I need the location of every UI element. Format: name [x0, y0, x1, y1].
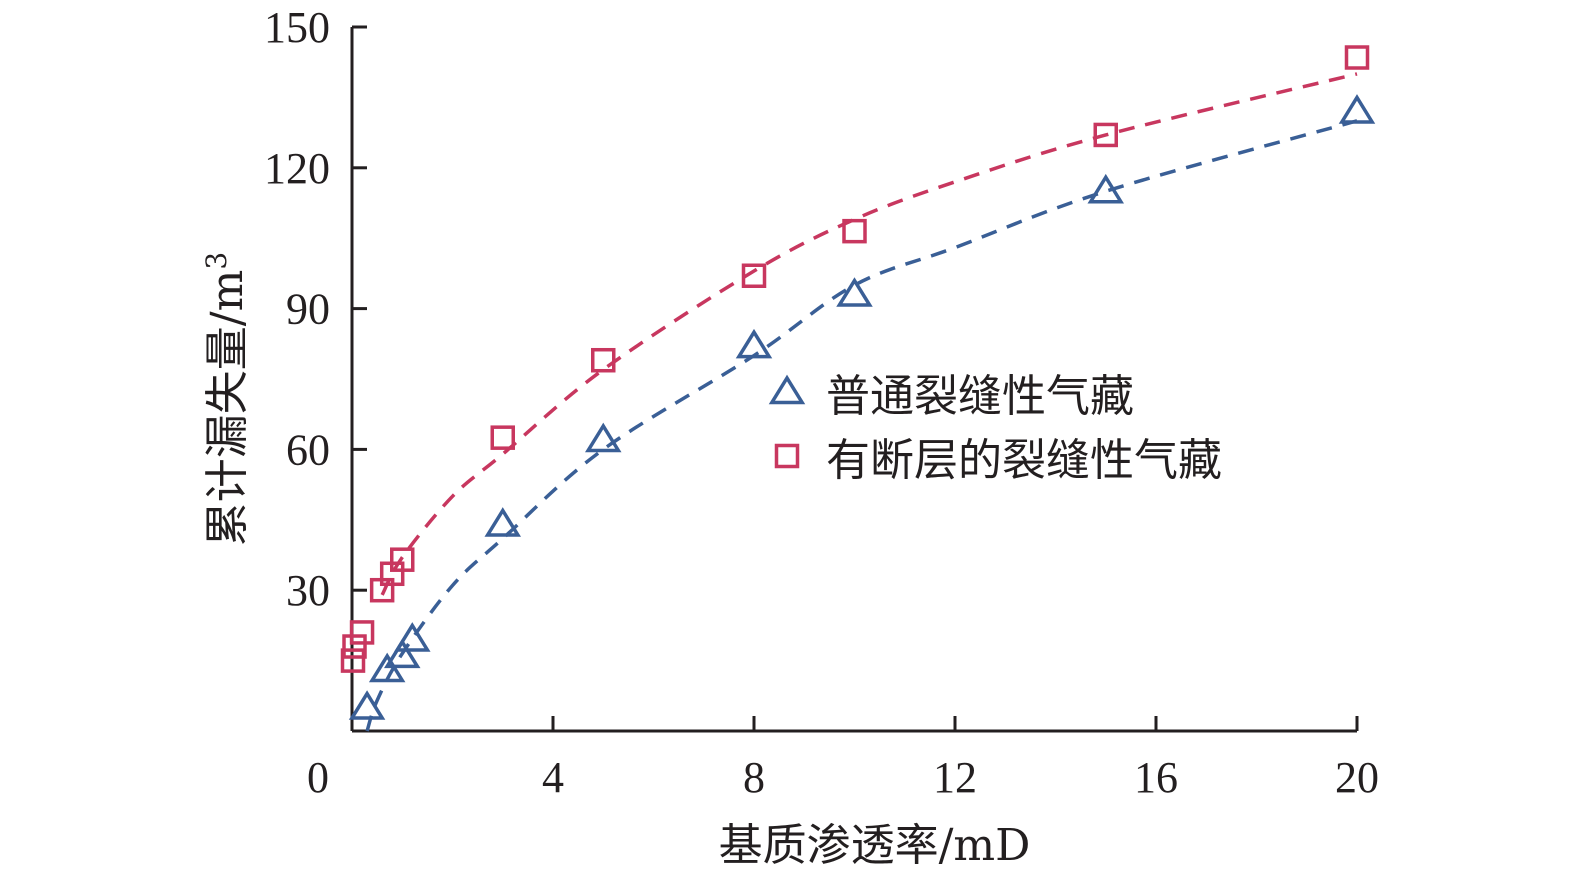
data-points — [340, 45, 1376, 720]
x-tick-label: 12 — [933, 753, 977, 802]
x-tick-label: 0 — [307, 753, 329, 802]
x-tick-label: 8 — [743, 753, 765, 802]
data-point-triangle — [368, 652, 406, 683]
x-tick-label: 4 — [542, 753, 564, 802]
data-point-square — [1344, 45, 1370, 70]
data-point-square — [741, 263, 767, 288]
legend-marker-triangle — [768, 374, 806, 405]
y-ticks: 30 60 90 120 150 — [264, 3, 367, 615]
data-point-triangle — [836, 277, 873, 307]
data-point-triangle — [735, 328, 773, 359]
fit-curve — [365, 119, 1358, 732]
data-point-triangle — [584, 422, 622, 453]
data-point-square — [349, 620, 375, 645]
axes — [350, 27, 1357, 733]
data-point-square — [342, 634, 367, 659]
data-point-triangle — [484, 507, 522, 537]
data-point-square — [390, 547, 415, 572]
fit-curve — [380, 72, 1358, 596]
data-point-triangle — [383, 638, 421, 669]
y-tick-label: 60 — [286, 425, 330, 474]
legend-marker-square — [774, 443, 800, 469]
data-point-square — [591, 347, 616, 373]
y-axis-label-text: 累计漏失量/m — [202, 270, 253, 547]
x-tick-label: 16 — [1134, 753, 1178, 802]
y-tick-label: 90 — [286, 285, 330, 334]
data-point-triangle — [348, 690, 386, 720]
data-point-square — [490, 425, 515, 450]
y-tick-label: 30 — [286, 566, 330, 615]
data-point-square — [842, 218, 867, 244]
x-axis-label: 基质渗透率/mD — [719, 820, 1031, 871]
data-point-triangle — [1087, 173, 1125, 204]
data-point-triangle — [394, 622, 431, 652]
y-tick-label: 120 — [264, 144, 330, 193]
data-point-square — [1093, 122, 1118, 148]
fit-curves — [365, 72, 1358, 732]
x-ticks: 0 4 8 12 16 20 — [307, 716, 1379, 802]
y-axis-label-superscript: 3 — [200, 252, 233, 270]
data-point-triangle — [1338, 94, 1376, 124]
data-point-square — [340, 648, 366, 673]
y-axis-label: 累计漏失量/m3 — [200, 252, 253, 546]
legend-label: 有断层的裂缝性气藏 — [826, 435, 1222, 486]
legend-label: 普通裂缝性气藏 — [826, 371, 1134, 422]
x-tick-label: 20 — [1335, 753, 1379, 802]
y-tick-label: 150 — [264, 3, 330, 52]
